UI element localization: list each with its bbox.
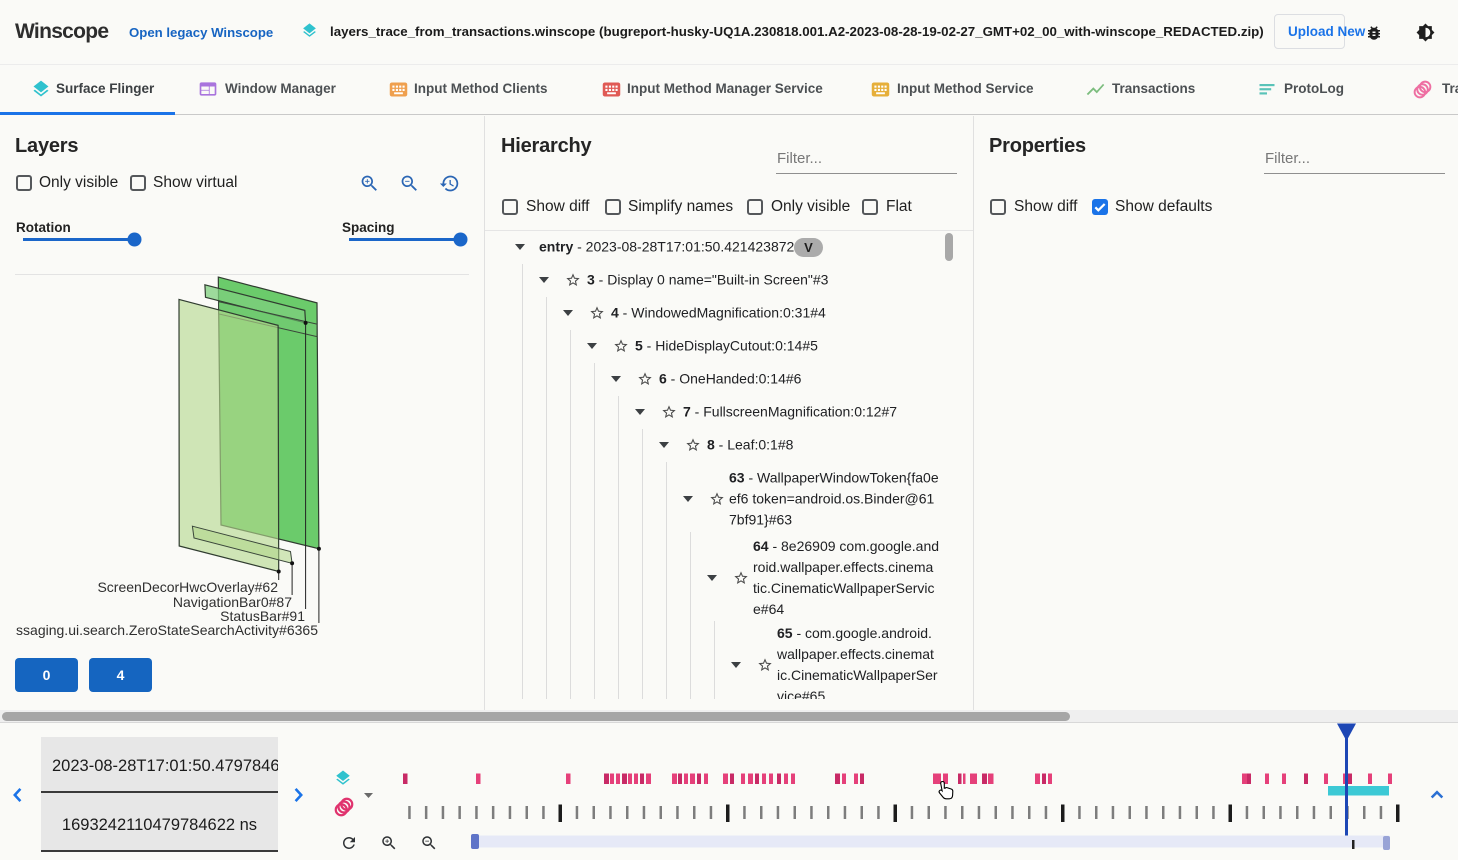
svg-text:NavigationBar0#87: NavigationBar0#87 [173,594,292,610]
svg-text:ScreenDecorHwcOverlay#62: ScreenDecorHwcOverlay#62 [97,579,278,595]
svg-text:StatusBar#91: StatusBar#91 [220,608,305,624]
svg-text:ssaging.ui.search.ZeroStateSea: ssaging.ui.search.ZeroStateSearchActivit… [16,622,318,638]
